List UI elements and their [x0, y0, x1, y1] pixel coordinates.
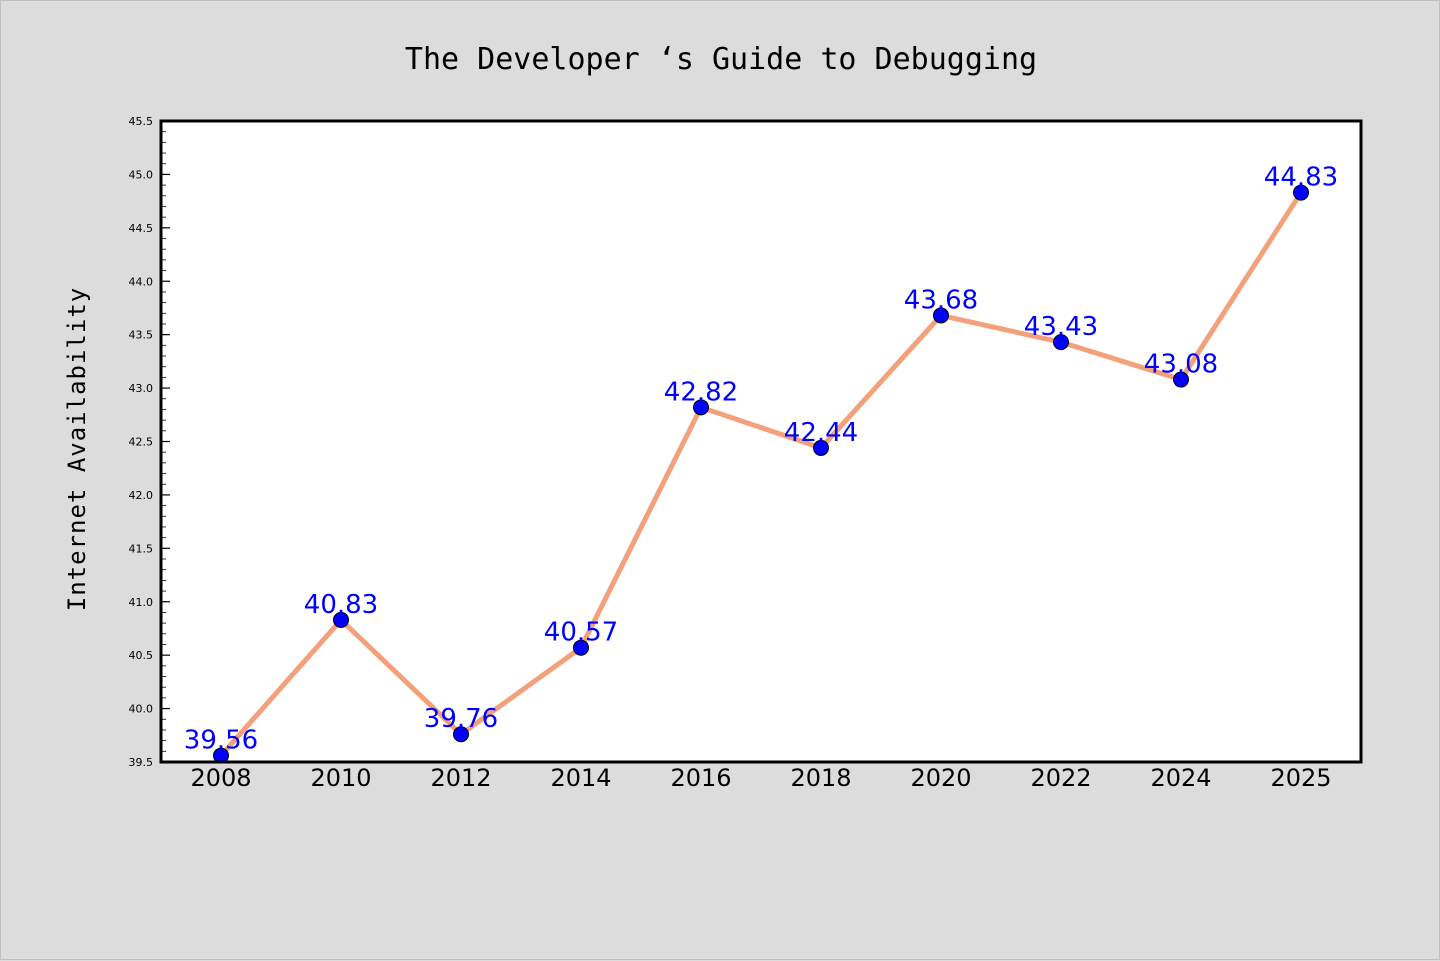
y-tick-label: 41.0 — [129, 596, 154, 609]
data-point — [1173, 371, 1189, 388]
x-tick-label: 2018 — [790, 764, 851, 792]
data-point — [1293, 184, 1309, 201]
data-label: 42.44 — [784, 418, 858, 448]
data-point — [813, 439, 829, 456]
y-tick-label: 39.5 — [129, 756, 154, 769]
plot-area — [161, 121, 1361, 762]
y-tick-label: 40.5 — [129, 649, 154, 662]
data-point — [573, 639, 589, 656]
data-label: 39.56 — [184, 726, 258, 756]
data-label: 44.83 — [1264, 163, 1338, 193]
y-tick-label: 43.5 — [129, 329, 154, 342]
series-polyline — [218, 190, 1304, 759]
y-tick-label: 44.0 — [129, 275, 154, 288]
data-labels: 39.56 40.83 39.76 40.57 42.82 42.44 43.68 43.43… — [184, 163, 1338, 756]
y-tick-label: 40.0 — [129, 703, 154, 716]
x-tick-label: 2020 — [910, 764, 971, 792]
data-point — [453, 726, 469, 743]
data-label: 43.43 — [1024, 312, 1098, 342]
y-tick-label: 41.5 — [129, 542, 154, 555]
x-tick-label: 2014 — [550, 764, 611, 792]
data-point — [333, 611, 349, 628]
data-label: 40.57 — [544, 618, 618, 648]
x-tick-label: 2022 — [1030, 764, 1091, 792]
x-tick-label: 2024 — [1150, 764, 1211, 792]
data-point — [693, 399, 709, 416]
y-tick-label: 42.0 — [129, 489, 154, 502]
x-axis: 2008 2010 2012 2014 2016 2018 2020 2022 2024 2025 — [190, 764, 1331, 792]
data-point — [1053, 334, 1069, 351]
y-tick-label: 45.0 — [129, 168, 154, 181]
x-tick-label: 2012 — [430, 764, 491, 792]
y-axis: 39.5 40.0 40.5 41.0 41.5 42.0 42.5 43.0 43.5 44.0… — [129, 115, 170, 769]
series-line — [218, 190, 1304, 759]
y-tick-label: 45.5 — [129, 115, 154, 128]
y-tick-label: 42.5 — [129, 436, 154, 449]
y-tick-label: 44.5 — [129, 222, 154, 235]
series-markers — [213, 184, 1309, 764]
data-label: 43.08 — [1144, 350, 1218, 380]
y-axis-label: Internet Availability — [63, 287, 91, 611]
x-tick-label: 2016 — [670, 764, 731, 792]
data-label: 40.83 — [304, 590, 378, 620]
x-tick-label: 2025 — [1270, 764, 1331, 792]
data-point — [933, 307, 949, 324]
data-label: 39.76 — [424, 704, 498, 734]
plot-frame — [159, 119, 1363, 764]
x-tick-label: 2008 — [190, 764, 251, 792]
y-tick-label: 43.0 — [129, 382, 154, 395]
x-tick-label: 2010 — [310, 764, 371, 792]
data-label: 42.82 — [664, 377, 738, 407]
data-label: 43.68 — [904, 285, 978, 315]
chart-title: The Developer ‘s Guide to Debugging — [405, 42, 1037, 77]
